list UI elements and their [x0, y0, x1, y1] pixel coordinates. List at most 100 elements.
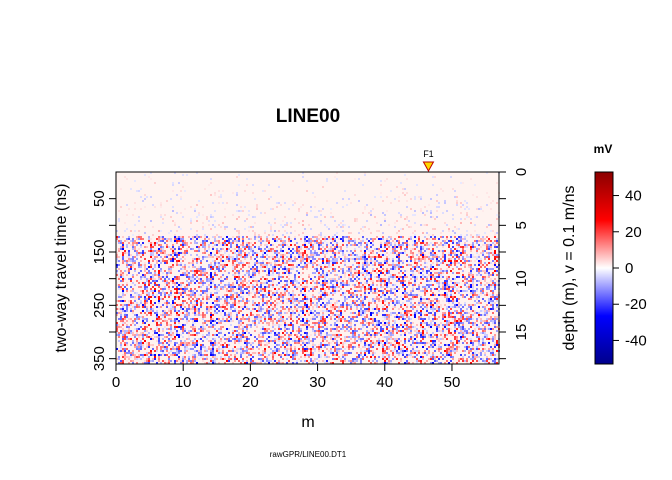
radargram-cell	[244, 248, 246, 250]
radargram-cell	[124, 332, 126, 334]
radargram-cell	[344, 354, 346, 356]
radargram-cell	[188, 272, 190, 274]
radargram-cell	[244, 304, 246, 306]
radargram-cell	[332, 258, 334, 260]
radargram-cell	[316, 306, 318, 308]
radargram-cell	[170, 332, 172, 334]
radargram-cell	[346, 280, 348, 282]
radargram-cell	[272, 280, 274, 282]
radargram-cell	[360, 290, 362, 292]
radargram-cell	[148, 294, 150, 296]
radargram-cell	[342, 284, 344, 286]
radargram-cell	[232, 260, 234, 262]
radargram-cell	[186, 288, 188, 290]
radargram-cell	[202, 292, 204, 294]
radargram-cell	[260, 256, 262, 258]
radargram-cell	[262, 294, 264, 296]
radargram-cell	[306, 236, 308, 238]
radargram-cell	[304, 298, 306, 300]
radargram-cell	[384, 284, 386, 286]
radargram-cell	[242, 308, 244, 310]
radargram-cell	[274, 256, 276, 258]
radargram-cell	[360, 348, 362, 350]
radargram-cell	[302, 324, 304, 326]
radargram-cell	[202, 290, 204, 292]
radargram-cell	[206, 358, 208, 360]
radargram-cell	[168, 302, 170, 304]
radargram-cell	[304, 302, 306, 304]
radargram-cell	[134, 324, 136, 326]
radargram-cell	[378, 254, 380, 256]
radargram-cell	[198, 282, 200, 284]
radargram-cell	[314, 254, 316, 256]
radargram-cell	[198, 358, 200, 360]
radargram-cell	[144, 292, 146, 294]
radargram-cell	[284, 312, 286, 314]
radargram-cell	[202, 356, 204, 358]
radargram-cell	[330, 338, 332, 340]
radargram-cell	[378, 308, 380, 310]
radargram-cell	[342, 346, 344, 348]
radargram-cell	[180, 274, 182, 276]
radargram-cell	[162, 310, 164, 312]
radargram-cell	[344, 190, 346, 192]
radargram-cell	[252, 230, 254, 232]
radargram-cell	[266, 338, 268, 340]
radargram-cell	[354, 342, 356, 344]
radargram-cell	[164, 310, 166, 312]
radargram-cell	[240, 284, 242, 286]
radargram-cell	[302, 254, 304, 256]
radargram-cell	[214, 308, 216, 310]
radargram-cell	[370, 242, 372, 244]
radargram-cell	[328, 302, 330, 304]
radargram-cell	[268, 248, 270, 250]
radargram-cell	[116, 284, 118, 286]
radargram-cell	[236, 176, 238, 178]
radargram-cell	[156, 348, 158, 350]
radargram-cell	[220, 264, 222, 266]
radargram-cell	[354, 300, 356, 302]
radargram-cell	[262, 354, 264, 356]
radargram-cell	[376, 314, 378, 316]
radargram-cell	[146, 298, 148, 300]
radargram-cell	[188, 344, 190, 346]
radargram-cell	[352, 332, 354, 334]
radargram-cell	[144, 312, 146, 314]
radargram-cell	[158, 336, 160, 338]
radargram-cell	[294, 244, 296, 246]
radargram-cell	[394, 346, 396, 348]
radargram-cell	[206, 306, 208, 308]
radargram-cell	[124, 230, 126, 232]
radargram-cell	[270, 320, 272, 322]
radargram-cell	[138, 298, 140, 300]
radargram-cell	[188, 358, 190, 360]
radargram-cell	[178, 238, 180, 240]
radargram-cell	[366, 246, 368, 248]
radargram-cell	[136, 362, 138, 364]
radargram-cell	[386, 298, 388, 300]
radargram-cell	[312, 248, 314, 250]
radargram-cell	[134, 314, 136, 316]
radargram-cell	[258, 322, 260, 324]
radargram-cell	[322, 252, 324, 254]
radargram-cell	[138, 334, 140, 336]
radargram-cell	[374, 270, 376, 272]
radargram-cell	[338, 308, 340, 310]
radargram-cell	[124, 350, 126, 352]
radargram-cell	[202, 344, 204, 346]
radargram-cell	[320, 334, 322, 336]
radargram-cell	[294, 308, 296, 310]
radargram-cell	[374, 308, 376, 310]
radargram-cell	[382, 356, 384, 358]
radargram-cell	[256, 318, 258, 320]
radargram-cell	[392, 266, 394, 268]
radargram-cell	[364, 250, 366, 252]
radargram-cell	[292, 314, 294, 316]
radargram-cell	[186, 344, 188, 346]
radargram-cell	[116, 330, 118, 332]
radargram-cell	[166, 314, 168, 316]
radargram-cell	[388, 302, 390, 304]
radargram-cell	[154, 280, 156, 282]
radargram-cell	[324, 282, 326, 284]
radargram-cell	[264, 288, 266, 290]
